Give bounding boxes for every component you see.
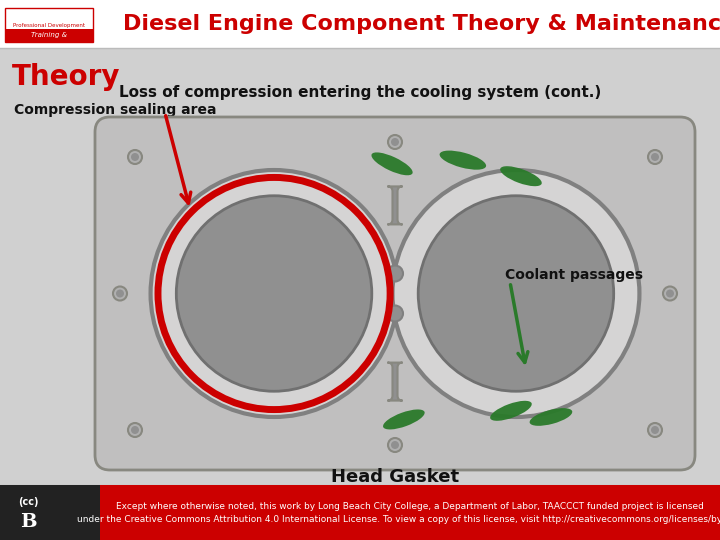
Bar: [5, 29, 93, 42]
Text: Professional Development: Professional Development: [13, 23, 85, 28]
Circle shape: [418, 195, 613, 392]
Text: Training &: Training &: [31, 32, 67, 38]
Circle shape: [388, 135, 402, 149]
Ellipse shape: [500, 166, 541, 186]
Text: Theory: Theory: [12, 63, 120, 91]
Circle shape: [648, 423, 662, 437]
Circle shape: [128, 150, 142, 164]
Circle shape: [651, 426, 659, 434]
Bar: [100, 485, 720, 540]
Ellipse shape: [383, 409, 425, 429]
Circle shape: [176, 195, 372, 392]
Bar: [0, 485, 100, 540]
Text: Head Gasket: Head Gasket: [331, 468, 459, 486]
Circle shape: [648, 150, 662, 164]
Circle shape: [666, 289, 674, 298]
Bar: [0, 0, 720, 48]
Bar: [5, 8, 93, 42]
Circle shape: [388, 438, 402, 452]
Ellipse shape: [440, 151, 486, 170]
Text: Loss of compression entering the cooling system (cont.): Loss of compression entering the cooling…: [119, 84, 601, 99]
Circle shape: [113, 287, 127, 300]
Circle shape: [391, 441, 399, 449]
Circle shape: [131, 153, 139, 161]
Text: Compression sealing area: Compression sealing area: [14, 103, 217, 117]
Text: Diesel Engine Component Theory & Maintenance: Diesel Engine Component Theory & Mainten…: [123, 14, 720, 34]
FancyBboxPatch shape: [387, 362, 402, 401]
Text: Coolant passages: Coolant passages: [505, 268, 643, 282]
Text: B: B: [19, 513, 36, 531]
Circle shape: [150, 170, 397, 417]
Circle shape: [387, 306, 403, 321]
FancyBboxPatch shape: [95, 117, 695, 470]
Circle shape: [663, 287, 677, 300]
Ellipse shape: [372, 152, 413, 176]
Text: Except where otherwise noted, this work by Long Beach City College, a Department: Except where otherwise noted, this work …: [77, 502, 720, 524]
Circle shape: [392, 170, 639, 417]
Ellipse shape: [490, 401, 532, 421]
Text: (cc): (cc): [18, 497, 38, 507]
Circle shape: [116, 289, 124, 298]
Circle shape: [387, 266, 403, 281]
Circle shape: [651, 153, 659, 161]
Circle shape: [128, 423, 142, 437]
Bar: [100, 122, 690, 465]
Ellipse shape: [530, 408, 572, 426]
FancyBboxPatch shape: [387, 186, 402, 225]
Circle shape: [391, 138, 399, 146]
Circle shape: [131, 426, 139, 434]
